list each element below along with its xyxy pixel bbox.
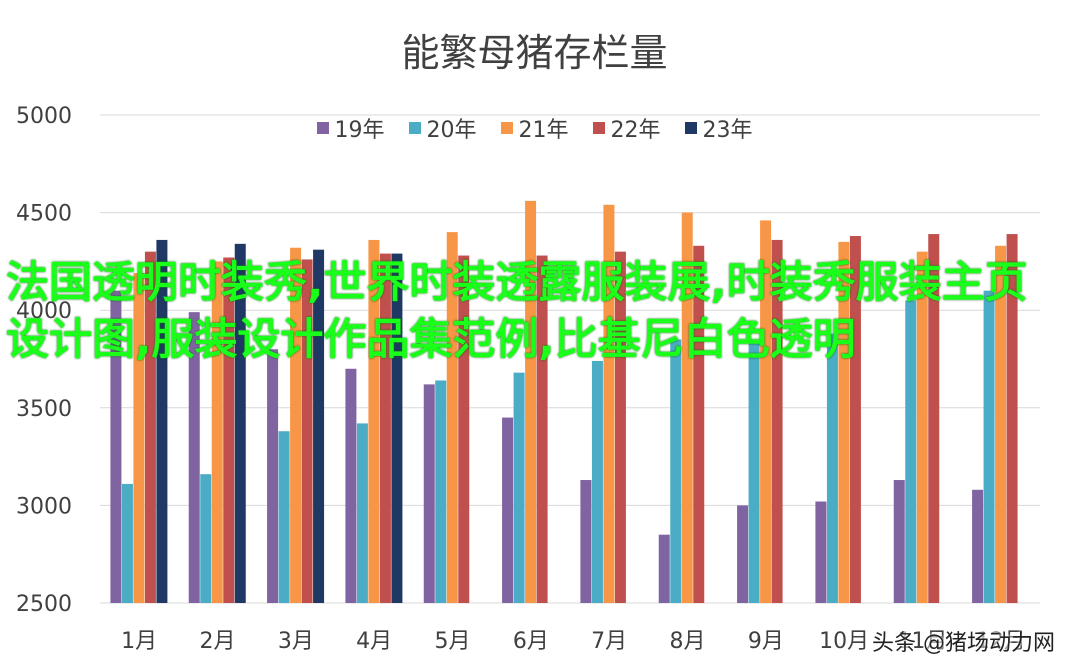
legend-swatch: [592, 122, 605, 134]
gridlines: [100, 114, 1040, 604]
x-tick-label: 7月: [591, 629, 627, 654]
x-tick-label: 6月: [513, 629, 549, 654]
bar: [928, 234, 940, 603]
bar: [278, 431, 290, 603]
bar: [603, 204, 615, 604]
bar: [838, 241, 850, 603]
bar: [301, 259, 313, 603]
y-tick-label: 5000: [16, 104, 72, 129]
bar: [815, 501, 827, 603]
bar: [536, 255, 548, 603]
x-tick-label: 11月: [898, 629, 948, 654]
bar: [826, 333, 838, 603]
x-tick-label: 5月: [435, 629, 471, 654]
x-tick-label: 9月: [748, 629, 784, 654]
bar: [144, 251, 156, 603]
bar: [681, 212, 693, 603]
bar: [983, 290, 995, 603]
bar: [893, 480, 905, 603]
bar: [771, 239, 783, 604]
bar: [223, 257, 235, 603]
bar: [391, 253, 403, 604]
legend-label: 21年: [518, 118, 569, 143]
legend-item: 20年: [408, 112, 477, 144]
bar: [211, 261, 223, 603]
x-tick-label: 4月: [356, 629, 392, 654]
bar: [1006, 234, 1018, 603]
bar: [916, 251, 928, 603]
bar: [234, 243, 246, 603]
bar: [156, 239, 168, 604]
y-tick-label: 2500: [16, 592, 72, 617]
bar: [693, 245, 705, 603]
bar: [995, 245, 1007, 603]
legend-swatch: [500, 122, 513, 134]
chart-title: 能繁母猪存栏量: [401, 31, 668, 75]
y-tick-label: 4500: [16, 202, 72, 227]
bar: [580, 480, 592, 603]
bar: [614, 251, 626, 603]
bar: [313, 249, 325, 604]
legend-item: 21年: [500, 112, 569, 144]
bar: [188, 312, 200, 603]
x-tick-label: 8月: [670, 629, 706, 654]
bar: [379, 253, 391, 604]
bar: [446, 232, 458, 603]
legend-item: 23年: [684, 112, 753, 144]
bar: [972, 489, 984, 603]
bar: [849, 236, 861, 604]
bar: [502, 417, 514, 603]
x-tick-label: 2月: [200, 629, 236, 654]
bar: [458, 255, 470, 603]
x-tick-label: 12月: [976, 629, 1026, 654]
bar: [737, 505, 749, 603]
bar: [760, 220, 772, 603]
legend-label: 22年: [610, 118, 661, 143]
bar: [356, 423, 368, 603]
bar: [200, 474, 212, 603]
legend-label: 20年: [426, 118, 477, 143]
overlay-caption: 法国透明时装秀,世界时装透露服装展,时装秀服装主页设计图,服装设计作品集范例,比…: [6, 258, 1028, 365]
bar: [670, 339, 682, 603]
bar: [591, 360, 603, 603]
y-axis-ticks: 2500 3000 3500 4000 4500 5000: [16, 104, 72, 617]
bar: [658, 534, 670, 603]
legend-label: 23年: [702, 118, 753, 143]
bar: [133, 273, 145, 603]
bar: [368, 239, 380, 604]
bar: [267, 349, 279, 603]
x-tick-label: 1月: [121, 629, 157, 654]
x-axis-ticks: 1月 2月 3月 4月 5月 6月 7月 8月 9月 10月 11月 12月: [121, 629, 1026, 654]
legend-swatch: [408, 122, 421, 134]
bar: [121, 483, 133, 603]
bar: [110, 290, 122, 603]
bar: [435, 380, 447, 603]
legend-swatch: [316, 122, 329, 134]
bar: [345, 368, 357, 603]
y-tick-label: 4000: [16, 299, 72, 324]
x-tick-label: 3月: [278, 629, 314, 654]
watermark: 头条 @猪场动力网: [872, 631, 1055, 656]
bar: [525, 200, 537, 603]
bars: [110, 200, 1018, 604]
bar: [290, 247, 302, 603]
legend-swatch: [684, 122, 697, 134]
legend-item: 19年: [316, 112, 385, 144]
x-tick-label: 10月: [819, 629, 869, 654]
bar: [905, 300, 917, 603]
bar: [513, 372, 525, 603]
bar: [748, 339, 760, 603]
legend: 19年 20年 21年 22年 23年: [0, 112, 1069, 144]
legend-item: 22年: [592, 112, 661, 144]
y-tick-label: 3000: [16, 494, 72, 519]
legend-label: 19年: [334, 118, 385, 143]
bar: [423, 384, 435, 603]
y-tick-label: 3500: [16, 397, 72, 422]
